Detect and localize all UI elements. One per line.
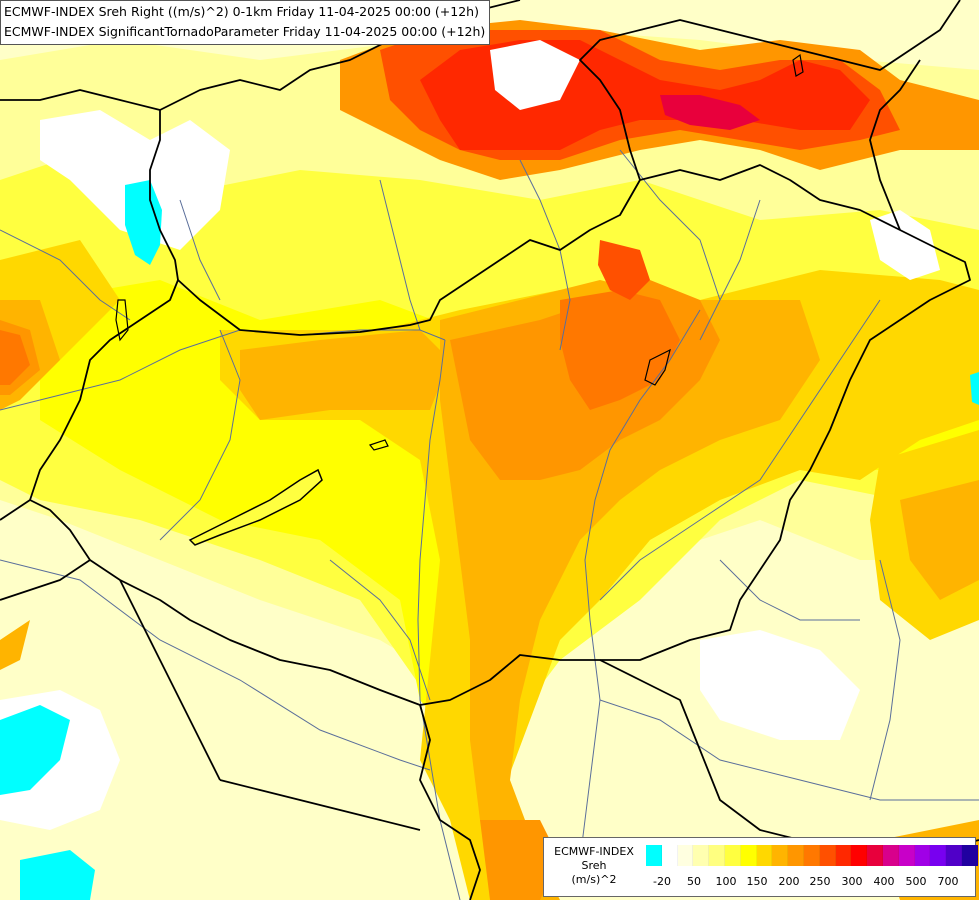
legend-tick-label: 250 bbox=[809, 875, 831, 888]
field-white-ne bbox=[870, 210, 940, 280]
lake-cyan-nw bbox=[125, 180, 162, 265]
legend-swatch bbox=[835, 845, 852, 866]
map-title-line-2: ECMWF-INDEX SignificantTornadoParameter … bbox=[4, 24, 486, 39]
legend-swatch bbox=[788, 845, 804, 866]
river-west-1 bbox=[0, 559, 431, 771]
river-danube-south bbox=[417, 339, 461, 900]
lake-small-1 bbox=[368, 439, 389, 451]
border-north bbox=[0, 89, 179, 281]
legend-tick-label: 500 bbox=[905, 875, 927, 888]
field-orange bbox=[0, 280, 979, 900]
river-tisza bbox=[579, 309, 701, 861]
legend-tick-label: 300 bbox=[841, 875, 863, 888]
legend-title: ECMWF-INDEX Sreh (m/s)^2 bbox=[544, 845, 644, 887]
lake-balaton-outline bbox=[188, 468, 323, 546]
border-ne bbox=[579, 0, 961, 181]
river-west-2 bbox=[159, 329, 241, 541]
field-white-north bbox=[490, 40, 580, 110]
border-west bbox=[0, 499, 221, 781]
legend-swatch bbox=[819, 845, 836, 866]
legend-swatch bbox=[930, 845, 947, 866]
legend-swatch bbox=[740, 845, 757, 866]
legend-tick-label: 700 bbox=[937, 875, 959, 888]
lake-small-2 bbox=[115, 299, 129, 342]
legend-tick-label: 50 bbox=[687, 875, 701, 888]
river-south-2 bbox=[329, 559, 431, 701]
legend-swatch bbox=[946, 845, 962, 866]
river-north-1 bbox=[379, 179, 421, 331]
map-title-line-1: ECMWF-INDEX Sreh Right ((m/s)^2) 0-1km F… bbox=[4, 4, 479, 19]
legend-swatch bbox=[898, 845, 915, 866]
legend-swatch bbox=[756, 845, 773, 866]
lake-small-4 bbox=[792, 53, 804, 77]
border-hungary bbox=[29, 164, 971, 706]
legend-swatch bbox=[882, 845, 899, 866]
border-south bbox=[419, 704, 481, 900]
field-north-crimson bbox=[660, 95, 760, 130]
river-south-1 bbox=[599, 699, 979, 801]
color-legend: ECMWF-INDEX Sreh (m/s)^2 -20 50 100 150 200 2… bbox=[543, 837, 978, 897]
river-east-1 bbox=[699, 199, 761, 341]
legend-tick-label: 200 bbox=[778, 875, 800, 888]
legend-swatch bbox=[772, 845, 789, 866]
legend-swatch bbox=[693, 845, 710, 866]
map-title-box: ECMWF-INDEX Sreh Right ((m/s)^2) 0-1km F… bbox=[0, 0, 491, 45]
legend-tick-label: 100 bbox=[715, 875, 737, 888]
river-ne-1 bbox=[619, 149, 721, 301]
legend-title-line-2: Sreh bbox=[581, 859, 607, 872]
legend-title-line-1: ECMWF-INDEX bbox=[554, 845, 634, 858]
field-white-se bbox=[700, 630, 860, 740]
field-dark-orange bbox=[0, 280, 720, 900]
legend-swatches bbox=[646, 845, 978, 867]
river-east-2 bbox=[599, 299, 881, 601]
field-orange-red bbox=[0, 290, 680, 410]
legend-swatch bbox=[709, 845, 725, 866]
border-ne-2 bbox=[869, 59, 921, 231]
legend-swatch bbox=[646, 845, 662, 866]
lake-cyan-east bbox=[970, 372, 979, 405]
legend-swatch bbox=[961, 845, 978, 866]
legend-swatch bbox=[851, 845, 868, 866]
rivers bbox=[0, 149, 979, 900]
lake-cyan-sw bbox=[0, 705, 70, 795]
river-se-2 bbox=[719, 559, 860, 621]
legend-swatch bbox=[867, 845, 883, 866]
legend-tick-label: -20 bbox=[653, 875, 671, 888]
field-white-nw bbox=[40, 110, 230, 250]
legend-ticks: -20 50 100 150 200 250 300 400 500 700 bbox=[646, 875, 966, 889]
border-sw bbox=[219, 779, 421, 831]
legend-title-line-3: (m/s)^2 bbox=[571, 873, 617, 886]
river-west-3 bbox=[179, 199, 221, 301]
legend-tick-label: 400 bbox=[873, 875, 895, 888]
legend-tick-label: 150 bbox=[746, 875, 768, 888]
legend-swatch bbox=[677, 845, 694, 866]
legend-swatch bbox=[914, 845, 931, 866]
field-red-spot bbox=[598, 240, 650, 300]
river-se-1 bbox=[869, 559, 901, 801]
legend-swatch bbox=[803, 845, 820, 866]
lake-cyan-sw2 bbox=[20, 850, 95, 900]
legend-swatch bbox=[661, 845, 678, 866]
legend-swatch bbox=[724, 845, 741, 866]
river-nw-1 bbox=[0, 229, 131, 321]
lake-small-3 bbox=[644, 348, 671, 386]
